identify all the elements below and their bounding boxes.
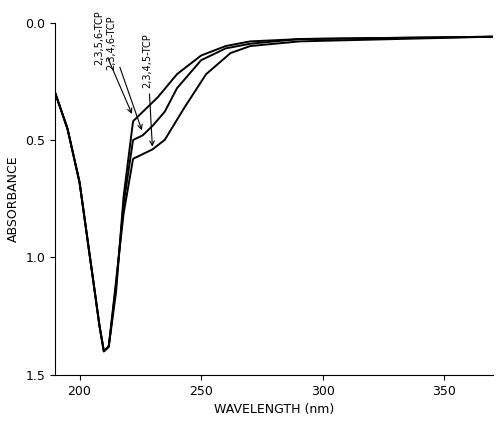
X-axis label: WAVELENGTH (nm): WAVELENGTH (nm)	[214, 403, 334, 416]
Text: 2,3,5,6-TCP: 2,3,5,6-TCP	[94, 10, 132, 113]
Text: 2,3,4,5-TCP: 2,3,4,5-TCP	[142, 33, 154, 146]
Y-axis label: ABSORBANCE: ABSORBANCE	[7, 155, 20, 242]
Text: 2,3,4,6-TCP: 2,3,4,6-TCP	[106, 15, 142, 129]
